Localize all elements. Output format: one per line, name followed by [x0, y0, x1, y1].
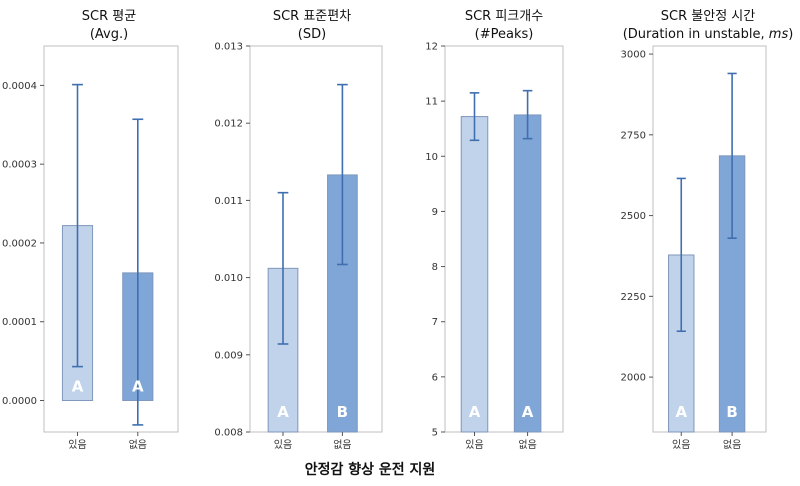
- group-letter: A: [277, 403, 289, 421]
- x-category-label: 없음: [723, 438, 741, 451]
- y-tick-label: 0.009: [214, 350, 243, 361]
- chart-title-line-2: (Avg.): [90, 27, 128, 42]
- y-tick-label: 11: [425, 97, 438, 108]
- x-category-label: 있음: [672, 439, 690, 451]
- plot-frame: [249, 45, 383, 433]
- plot-frame: [43, 45, 179, 433]
- plot-frame: [652, 45, 767, 433]
- y-tick-label: 0.013: [214, 42, 243, 53]
- x-axis-title: 안정감 향상 운전 지원: [305, 461, 436, 478]
- x-category-label: 없음: [129, 438, 147, 451]
- group-letter: A: [72, 377, 84, 395]
- y-tick-label: 0.008: [214, 428, 243, 439]
- chart-title-line-2: (Duration in unstable, ms): [623, 27, 794, 42]
- chart-title-line-2: (#Peaks): [475, 27, 534, 42]
- x-category-label: 있음: [274, 439, 292, 451]
- y-tick-label: 0.0003: [2, 160, 37, 171]
- chart-title-line-1: SCR 피크개수: [465, 9, 543, 24]
- y-tick-label: 6: [432, 372, 438, 383]
- chart-title-line-1: SCR 불안정 시간: [661, 9, 755, 24]
- y-tick-label: 0.0000: [2, 396, 37, 407]
- plot-frame: [444, 45, 564, 433]
- group-letter: A: [132, 377, 144, 395]
- y-tick-label: 10: [425, 152, 438, 163]
- group-letter: A: [675, 403, 687, 421]
- bar-with-support: [460, 116, 489, 433]
- y-tick-label: 2500: [621, 211, 646, 222]
- y-tick-label: 0.011: [214, 196, 243, 207]
- y-tick-label: 12: [425, 42, 438, 53]
- chart-panel-1: SCR 평균 (Avg.) 0.0000 0.0001 0.0002 0.0003 0.00…: [2, 9, 179, 451]
- chart-panels: SCR 평균 (Avg.) 0.0000 0.0001 0.0002 0.0003 0.00…: [2, 9, 793, 451]
- bar-without-support: [513, 114, 542, 433]
- y-tick-label: 0.010: [214, 273, 243, 284]
- chart-panel-3: SCR 피크개수 (#Peaks) 5 6 7 8 9 10 11 12 A 있음 A 없음: [425, 9, 564, 451]
- y-tick-label: 0.012: [214, 119, 243, 130]
- x-category-label: 있음: [68, 439, 86, 451]
- chart-panel-4: SCR 불안정 시간 (Duration in unstable, ms) 2000…: [621, 9, 794, 451]
- group-letter: B: [726, 403, 737, 421]
- x-category-label: 있음: [465, 439, 483, 451]
- y-tick-label: 8: [432, 262, 438, 273]
- y-tick-label: 0.0004: [2, 81, 37, 92]
- y-tick-label: 3000: [621, 50, 646, 61]
- y-tick-label: 2000: [621, 373, 646, 384]
- y-tick-label: 0.0001: [2, 317, 37, 328]
- chart-title-line-2: (SD): [298, 27, 326, 42]
- x-category-label: 없음: [333, 438, 351, 451]
- chart-panel-2: SCR 표준편차 (SD) 0.008 0.009 0.010 0.011 0.012 0.0…: [214, 9, 383, 451]
- chart-title-line-1: SCR 표준편차: [273, 9, 351, 24]
- group-letter: A: [469, 403, 481, 421]
- y-tick-label: 2750: [621, 130, 646, 141]
- x-category-label: 없음: [518, 438, 536, 451]
- y-tick-label: 9: [432, 207, 438, 218]
- group-letter: A: [522, 403, 534, 421]
- y-tick-label: 5: [432, 428, 438, 439]
- chart-title-line-1: SCR 평균: [82, 9, 136, 24]
- y-tick-label: 0.0002: [2, 238, 37, 249]
- group-letter: B: [337, 403, 348, 421]
- y-tick-label: 7: [432, 317, 438, 328]
- y-tick-label: 2250: [621, 292, 646, 303]
